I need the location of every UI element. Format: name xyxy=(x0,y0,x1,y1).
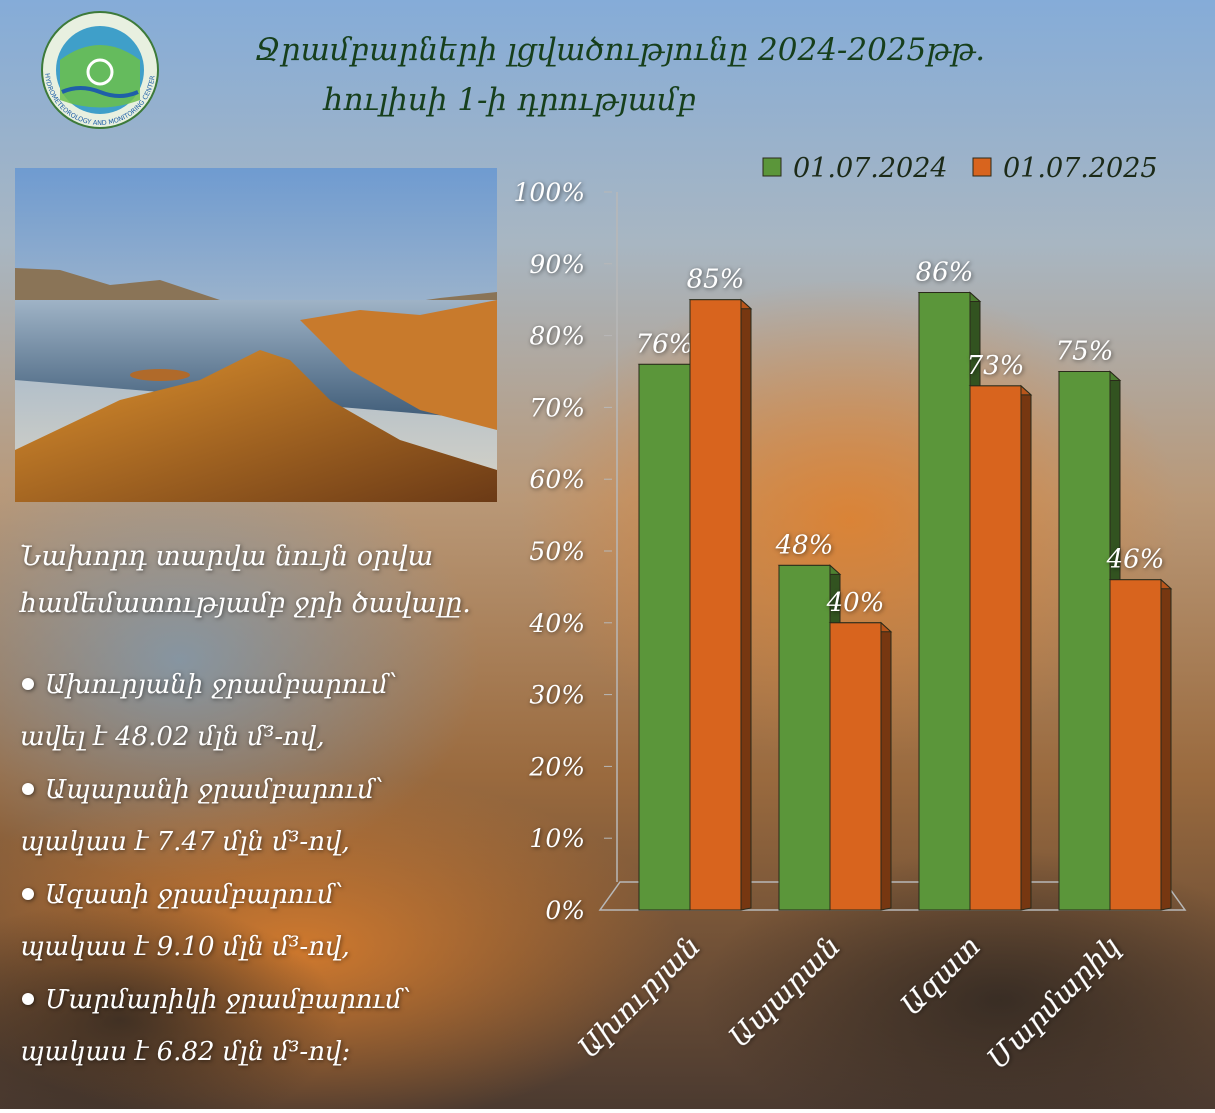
note-place: Ախուրյանի ջրամբարում՝ xyxy=(45,670,397,700)
y-tick-label: 60% xyxy=(529,465,585,494)
notes-heading: համեմատությամբ ջրի ծավալը. xyxy=(18,588,471,619)
value-label: 86% xyxy=(916,258,974,288)
value-label: 75% xyxy=(1056,337,1114,367)
title-line: Ջրամբարների լցվածությունը 2024-2025թթ. xyxy=(255,32,985,68)
background-blur xyxy=(0,440,480,880)
bar xyxy=(1109,579,1162,911)
note-change: պակաս է 7.47 մլն մ³-ով, xyxy=(20,827,350,857)
y-tick-label: 100% xyxy=(514,178,585,207)
logo: HYDROMETEOROLOGY AND MONITORING CENTER xyxy=(41,11,159,129)
value-label: 40% xyxy=(826,588,885,618)
y-tick-label: 10% xyxy=(529,824,585,853)
y-tick-label: 20% xyxy=(528,752,585,781)
chart: 0%10%20%30%40%50%60%70%80%90%100%Ախուրյա… xyxy=(514,153,1187,1076)
bar-side xyxy=(1020,384,1032,911)
y-tick-label: 70% xyxy=(529,393,585,422)
value-label: 73% xyxy=(967,351,1025,381)
photo xyxy=(15,168,497,502)
bullet xyxy=(22,993,34,1005)
y-tick-label: 50% xyxy=(529,537,585,566)
bar xyxy=(969,385,1022,911)
note-change: ավել է 48.02 մլն մ³-ով, xyxy=(20,722,325,752)
value-label: 85% xyxy=(687,265,745,295)
note-change: պակաս է 9.10 մլն մ³-ով, xyxy=(20,932,350,962)
bar xyxy=(638,363,691,911)
value-label: 76% xyxy=(636,329,694,359)
bar xyxy=(829,622,882,911)
notes-heading: Նախորդ տարվա նույն օրվա xyxy=(20,541,433,572)
y-tick-label: 40% xyxy=(528,609,585,638)
bar xyxy=(689,299,742,911)
y-tick-label: 0% xyxy=(545,896,585,925)
legend-label: 01.07.2024 xyxy=(793,153,948,184)
bullet xyxy=(22,888,34,900)
y-tick-label: 30% xyxy=(529,681,585,710)
bar-side xyxy=(880,621,892,911)
y-tick-label: 80% xyxy=(529,322,585,351)
background-blur xyxy=(700,850,1215,1113)
note-change: պակաս է 6.82 մլն մ³-ով։ xyxy=(20,1037,350,1067)
bar xyxy=(918,292,971,911)
legend-swatch xyxy=(762,157,782,177)
background-blur xyxy=(0,900,340,1113)
note-place: Ազատի ջրամբարում՝ xyxy=(45,880,343,910)
note-place: Ապարանի ջրամբարում՝ xyxy=(45,775,384,805)
bar xyxy=(1058,371,1111,911)
bullet xyxy=(22,783,34,795)
legend-swatch xyxy=(972,157,992,177)
y-tick-label: 90% xyxy=(529,250,585,279)
bullet xyxy=(22,678,34,690)
value-label: 48% xyxy=(775,530,834,560)
bar xyxy=(778,564,831,911)
title-line: հուլիսի 1-ի դրությամբ xyxy=(322,82,696,118)
bar-side xyxy=(740,298,752,911)
note-place: Մարմարիկի ջրամբարում՝ xyxy=(45,985,411,1015)
legend-label: 01.07.2025 xyxy=(1003,153,1158,184)
bar-side xyxy=(1160,578,1172,911)
value-label: 46% xyxy=(1106,545,1165,575)
